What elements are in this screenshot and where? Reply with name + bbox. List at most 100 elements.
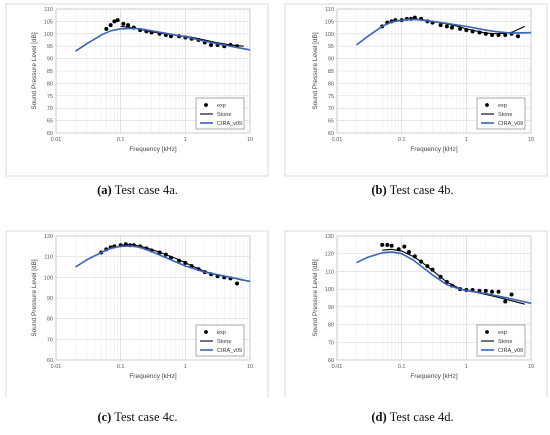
legend-entry: exp — [217, 330, 226, 336]
exp-data-point — [490, 289, 495, 294]
x-axis-label: Frequency [kHz] — [410, 373, 458, 380]
chart-a: 0.01 0.1 1 106065707580859095100105110Frequ… — [5, 3, 269, 177]
plot-area — [336, 8, 532, 134]
x-tick-label: 0.1 — [117, 137, 125, 143]
y-tick-label: 100 — [325, 287, 334, 293]
y-tick-label: 110 — [44, 255, 53, 261]
x-tick-label: 0.1 — [117, 364, 125, 370]
x-tick-label: 10 — [528, 364, 534, 370]
x-tick-label: 10 — [247, 364, 253, 370]
exp-data-point — [121, 21, 126, 26]
chart-panel-b: 0.01 0.1 1 10 60 65 70 75 80 85 90 95 100 105 110 Frequ… — [275, 0, 550, 217]
y-axis-label: Sound Pressure Level [dB] — [312, 259, 319, 337]
plot-area — [336, 235, 532, 361]
cira-series-line — [75, 245, 251, 283]
exp-data-point — [503, 33, 508, 38]
caption-b: (b) Test case 4b. — [275, 183, 550, 198]
exp-data-point — [112, 19, 117, 24]
caption-a-text: Test case 4a. — [114, 183, 178, 197]
legend-entry: exp — [498, 103, 507, 109]
x-tick-label: 0.1 — [398, 364, 406, 370]
caption-a: (a) Test case 4a. — [0, 183, 275, 198]
x-tick-label: 1 — [184, 364, 187, 370]
exp-data-point — [104, 26, 109, 31]
x-tick-label: 0.01 — [51, 137, 62, 143]
caption-b-label: (b) — [371, 183, 387, 197]
exp-data-point — [458, 26, 463, 31]
y-tick-label: 65 — [328, 119, 334, 125]
exp-data-point — [402, 244, 407, 249]
exp-data-point — [126, 23, 131, 28]
y-tick-label: 70 — [47, 106, 53, 112]
y-tick-label: 75 — [328, 94, 334, 100]
y-tick-label: 95 — [328, 44, 334, 50]
y-tick-label: 60 — [47, 358, 53, 364]
caption-c-text: Test case 4c. — [114, 410, 178, 424]
y-axis-label: Sound Pressure Level [dB] — [31, 32, 38, 110]
y-axis-label: Sound Pressure Level [dB] — [312, 32, 319, 110]
exp-data-point — [235, 281, 240, 286]
x-tick-label: 1 — [465, 364, 468, 370]
y-tick-label: 110 — [325, 7, 334, 13]
x-axis-label: Frequency [kHz] — [129, 146, 177, 153]
caption-d-text: Test case 4d. — [389, 410, 454, 424]
cira-series-line — [75, 27, 251, 52]
y-tick-label: 85 — [47, 69, 53, 75]
y-tick-label: 70 — [47, 337, 53, 343]
x-tick-label: 0.01 — [51, 364, 62, 370]
y-tick-label: 65 — [47, 119, 53, 125]
y-tick-label: 120 — [325, 252, 334, 258]
y-tick-label: 90 — [328, 57, 334, 63]
y-tick-label: 95 — [47, 44, 53, 50]
exp-data-point — [496, 289, 501, 294]
x-tick-label: 1 — [184, 137, 187, 143]
exp-data-point — [168, 34, 173, 39]
exp-data-point — [449, 25, 454, 30]
y-tick-label: 90 — [47, 296, 53, 302]
y-axis-label: Sound Pressure Level [dB] — [31, 259, 38, 337]
y-tick-label: 110 — [325, 269, 334, 275]
cira-series-line — [355, 18, 532, 46]
x-tick-label: 1 — [465, 137, 468, 143]
y-tick-label: 70 — [328, 106, 334, 112]
y-tick-label: 70 — [328, 340, 334, 346]
legend-entry: CIRA_v09 — [217, 348, 242, 354]
y-tick-label: 100 — [44, 32, 53, 38]
legend-entry: CIRA_v09 — [217, 121, 242, 127]
y-tick-label: 60 — [47, 131, 53, 137]
y-tick-label: 75 — [47, 94, 53, 100]
exp-data-point — [407, 249, 412, 254]
exp-data-point — [444, 24, 449, 29]
plot-area — [55, 235, 251, 361]
legend-entry: CIRA_v09 — [498, 348, 523, 354]
exp-data-point — [209, 42, 214, 47]
x-tick-label: 0.01 — [332, 364, 343, 370]
x-tick-label: 0.01 — [332, 137, 343, 143]
plot-area — [55, 8, 251, 134]
y-tick-label: 120 — [44, 234, 53, 240]
y-tick-label: 80 — [47, 81, 53, 87]
x-tick-label: 0.1 — [398, 137, 406, 143]
chart-panel-d: 0.01 0.1 1 10 60 70 80 90 100 110 120 130 Frequency … — [275, 218, 550, 435]
caption-d: (d) Test case 4d. — [275, 410, 550, 425]
chart-panel-c: 0.01 0.1 1 10 60 70 80 90 100 110 120 Frequency [kH… — [0, 218, 275, 435]
legend-entry: exp — [498, 330, 507, 336]
cira-series-line — [356, 251, 532, 305]
y-tick-label: 105 — [44, 19, 53, 25]
y-tick-label: 80 — [47, 317, 53, 323]
legend-swatch-exp — [204, 330, 208, 334]
caption-d-label: (d) — [371, 410, 387, 424]
legend-entry: Stone — [217, 339, 231, 345]
legend-swatch-exp — [485, 103, 489, 107]
y-tick-label: 90 — [47, 57, 53, 63]
caption-b-text: Test case 4b. — [389, 183, 454, 197]
y-tick-label: 60 — [328, 131, 334, 137]
chart-b: 0.01 0.1 1 106065707580859095100105110Frequ… — [284, 3, 548, 177]
exp-data-point — [503, 299, 508, 304]
legend-swatch-exp — [485, 330, 489, 334]
x-axis-label: Frequency [kHz] — [129, 373, 177, 380]
exp-data-point — [108, 23, 113, 28]
x-tick-label: 10 — [528, 137, 534, 143]
exp-data-point — [380, 242, 385, 247]
